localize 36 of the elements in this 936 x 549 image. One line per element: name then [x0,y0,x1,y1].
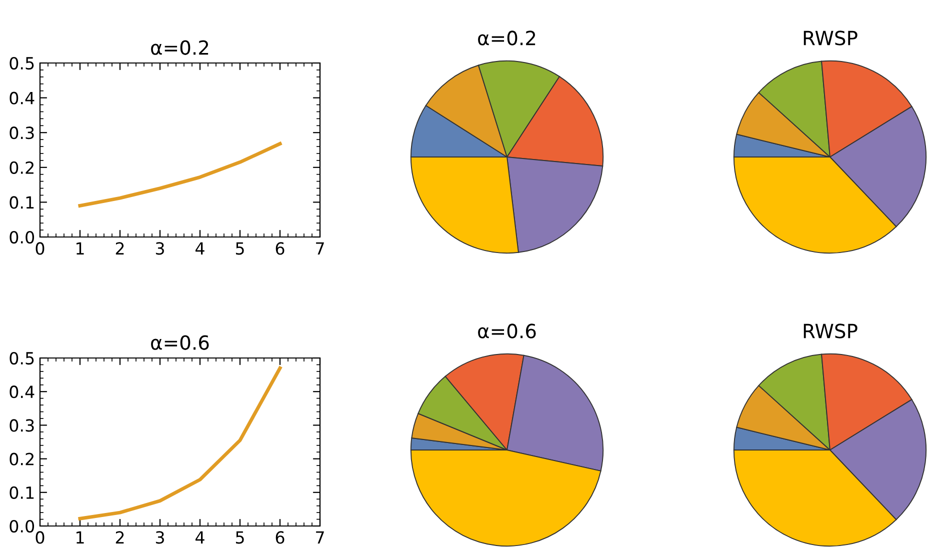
y-tick-label: 0.1 [10,196,34,209]
x-tick-label: 0 [36,531,44,544]
x-tick-label: 2 [116,531,124,544]
y-tick-label: 0.4 [10,92,34,104]
y-tick-label: 0.2 [10,452,34,466]
x-tick-label: 1 [76,531,84,544]
y-tick-label: 0.5 [10,352,34,365]
x-tick-label: 7 [316,531,324,544]
x-tick-label: 5 [236,531,244,544]
chart-title: α=0.6 [478,324,536,338]
y-tick-label: 0.5 [10,56,34,70]
x-tick-label: 2 [116,242,124,255]
x-tick-label: 3 [156,242,164,255]
y-tick-label: 0.0 [10,230,34,244]
y-tick-label: 0.1 [10,486,34,499]
x-tick-label: 6 [276,531,284,544]
chart-title: RWSP [804,324,858,338]
x-tick-label: 1 [76,242,84,255]
y-tick-label: 0.0 [10,520,34,533]
x-tick-label: 4 [196,242,204,255]
x-tick-label: 7 [316,242,324,255]
x-tick-label: 5 [236,242,244,255]
chart-title: α=0.2 [478,30,536,46]
x-tick-label: 4 [196,531,204,544]
chart-title: α=0.2 [151,40,208,55]
y-tick-label: 0.2 [10,161,34,174]
x-tick-label: 3 [156,531,164,544]
y-tick-label: 0.3 [10,126,34,140]
chart-title: α=0.6 [151,335,209,350]
chart-title: RWSP [804,30,858,46]
y-tick-label: 0.4 [10,386,34,398]
x-tick-label: 6 [276,242,284,255]
y-tick-label: 0.3 [10,419,34,432]
line-series [78,366,282,520]
line-series [78,142,282,208]
x-tick-label: 0 [36,242,44,255]
